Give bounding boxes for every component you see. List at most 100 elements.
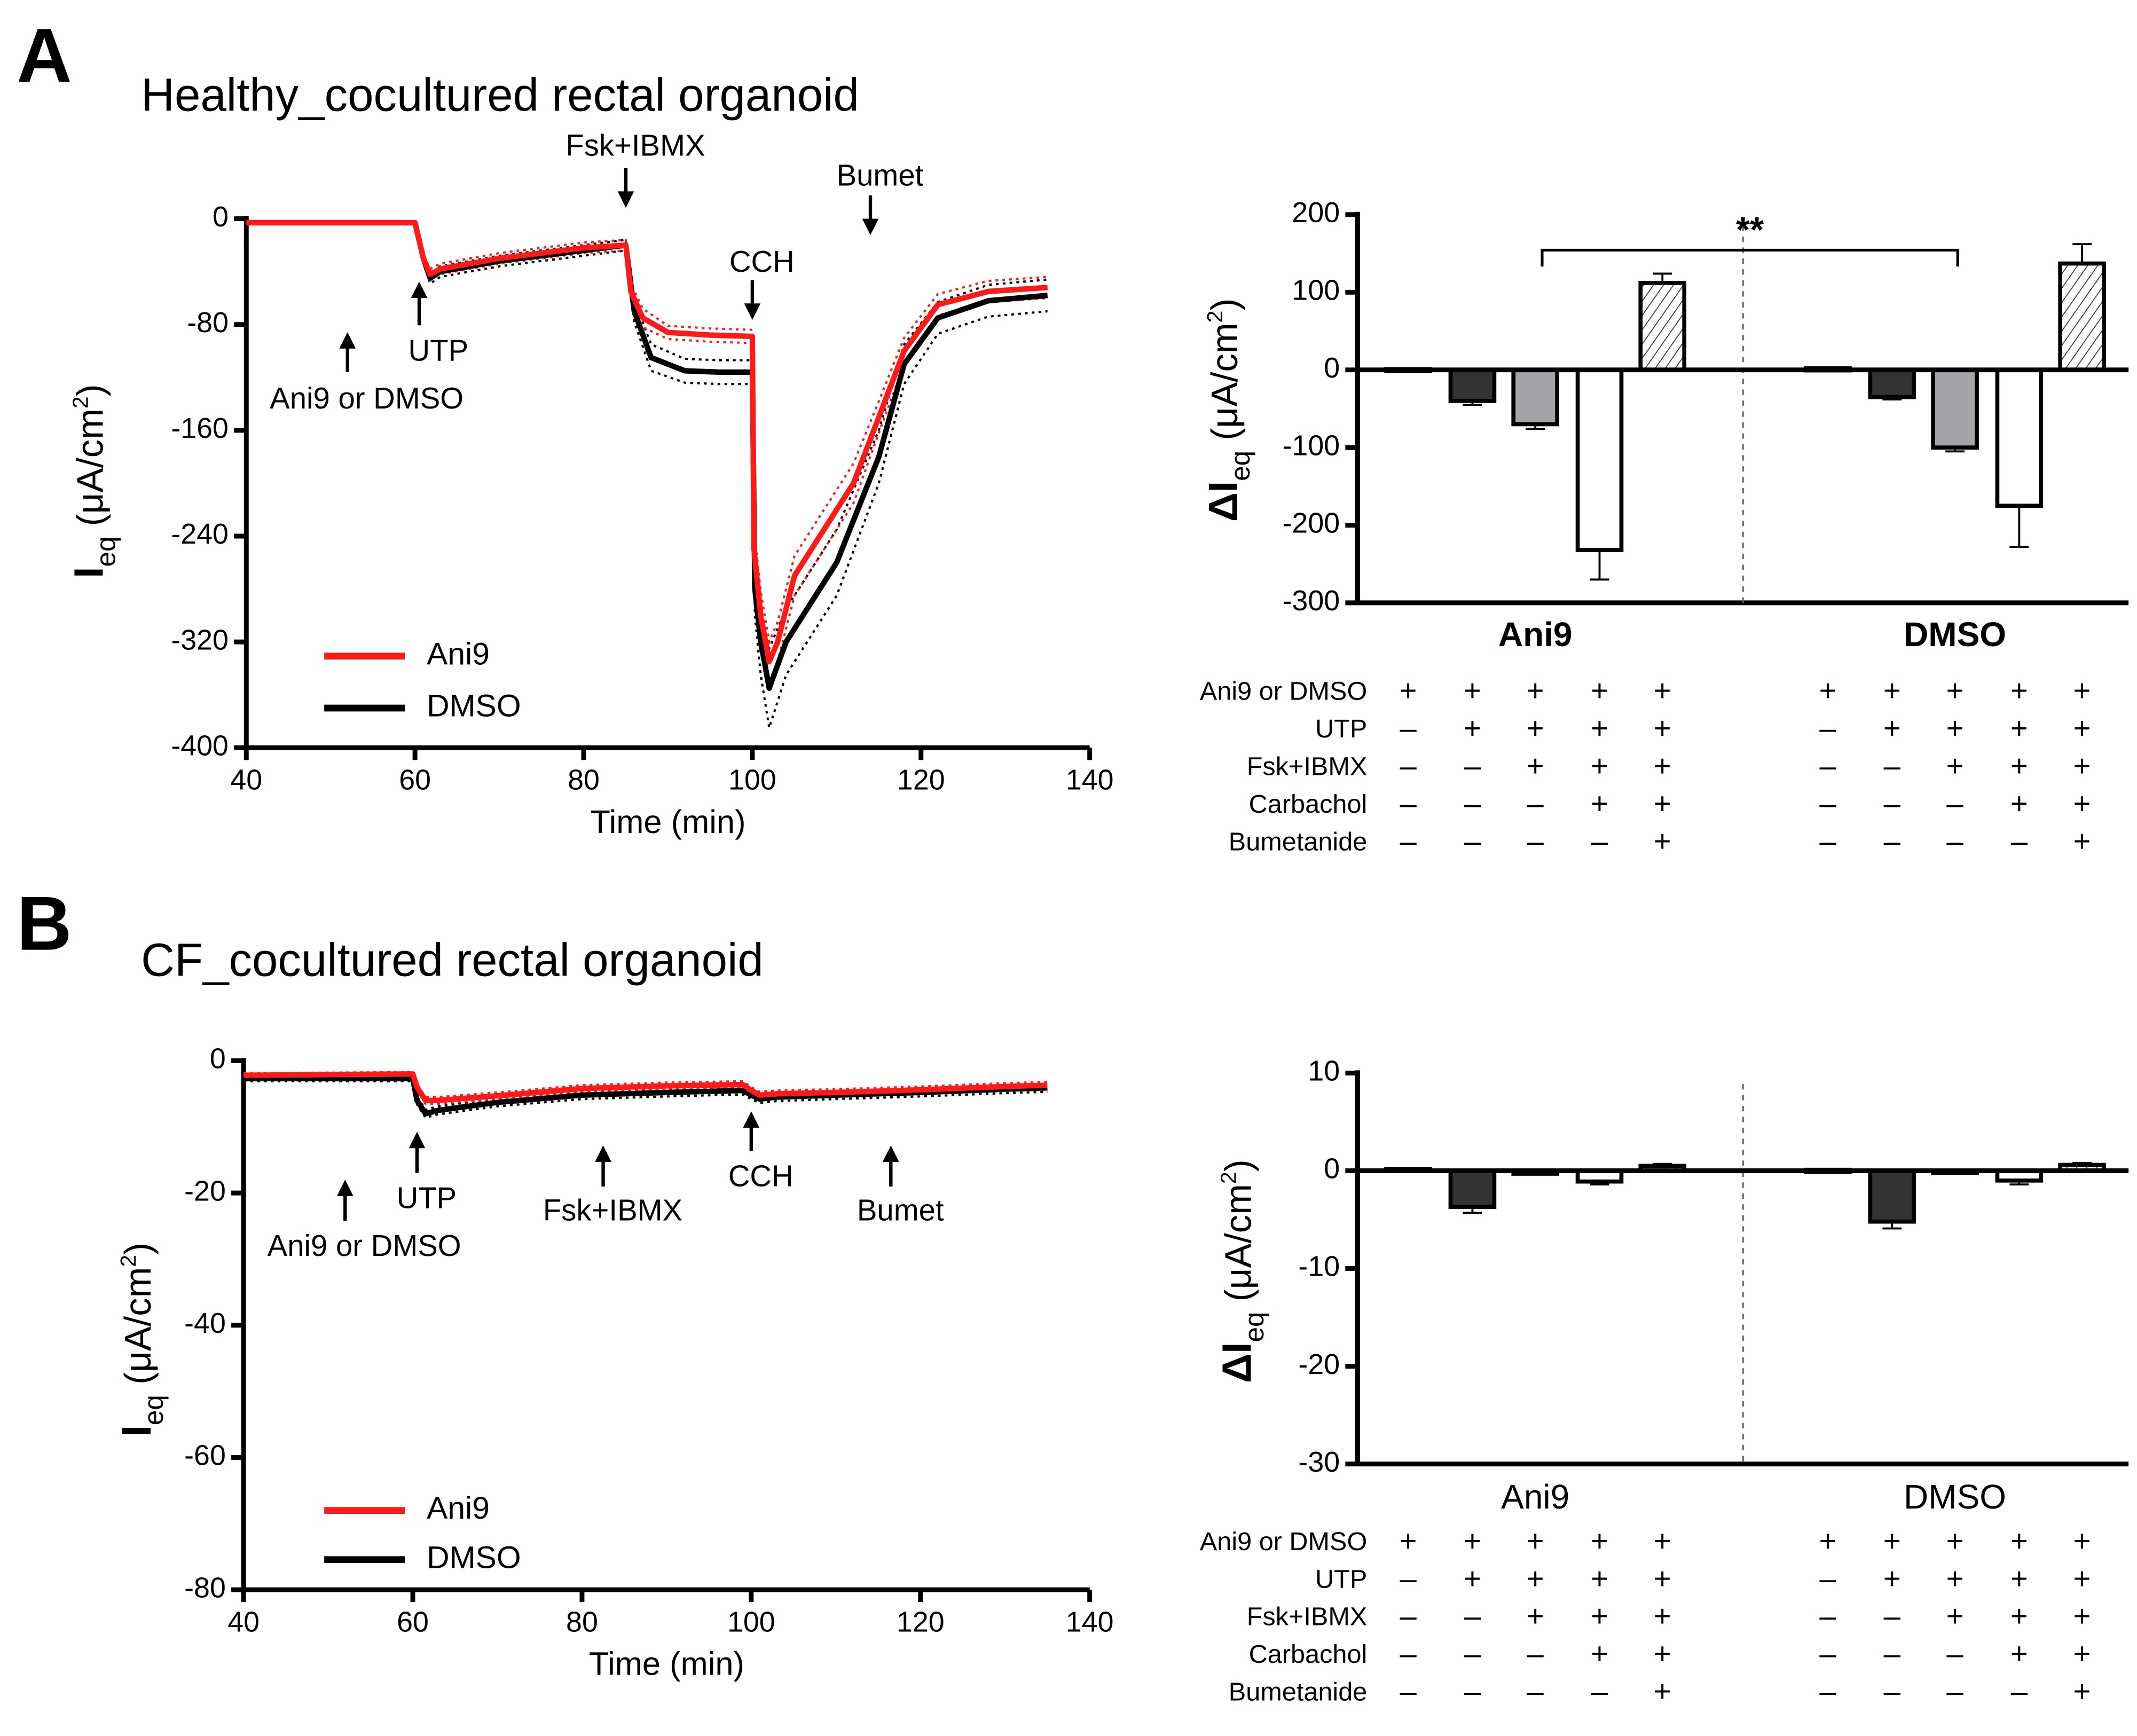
treatment-cell: + [1654,787,1671,820]
legend-label: DMSO [427,689,521,724]
treatment-cell: + [1819,674,1837,708]
treatment-cell: – [1400,824,1417,858]
treatment-cell: + [1527,711,1544,745]
treatment-cell: – [1464,749,1481,783]
treatment-cell: + [1654,1599,1671,1633]
treatment-cell: + [1591,711,1608,745]
treatment-table: Ani9 or DMSO + + + + + + + + + +UTP – + + + + – + + + +Fsk+I… [1200,674,2091,858]
y-label-part: eq [1225,451,1255,481]
treatment-cell: – [1527,787,1544,820]
treatment-row-label: Ani9 or DMSO [1200,1527,1367,1556]
treatment-row-label: Carbachol [1249,790,1368,819]
annotation-label: Ani9 or DMSO [270,381,463,415]
treatment-cell: – [1884,749,1901,783]
arrowhead-icon [617,191,634,208]
y-tick-label: -80 [187,307,229,339]
treatment-cell: + [1946,749,1964,783]
treatment-cell: + [1654,1524,1671,1558]
y-label-part: ) [1204,299,1245,311]
x-tick-label: 60 [399,764,431,796]
treatment-cell: – [2011,1675,2028,1708]
treatment-cell: + [1654,1675,1671,1708]
treatment-cell: + [1946,1599,1964,1633]
panel-b: B CF_cocultured rectal organoid 0 -20 -40 -60… [17,881,2129,1708]
y-label-part: (μA/cm [117,1267,159,1395]
y-tick-label: -60 [184,1440,226,1472]
annotation-label: Bumet [837,159,924,192]
treatment-cell: + [2073,1675,2091,1708]
y-tick-label: 0 [1324,352,1340,384]
treatment-cell: + [1654,824,1671,858]
y-tick-label: -80 [184,1572,226,1604]
y-tick-label: -10 [1298,1251,1340,1283]
y-tick-label: -20 [1298,1348,1340,1380]
y-axis-label: ΔIeq (μA/cm2) [1214,1159,1269,1383]
bar-dmso-5 [2058,261,2106,372]
treatment-cell: – [1819,749,1836,783]
y-label-part: 2 [1203,311,1227,323]
treatment-cell: – [1527,824,1544,858]
treatment-cell: + [2010,1561,2028,1595]
annotation-label: UTP [408,333,469,367]
bar-chart: 10 0 -10 -20 -30 ΔIeq (μA/cm2) Ani9 DMSO Ani9 or… [1200,1055,2129,1708]
treatment-cell: + [1464,1524,1481,1558]
significance-bracket [1541,248,1959,267]
treatment-cell: + [1946,1524,1964,1558]
annotation-label: CCH [728,1159,793,1192]
y-axis-label: Ieq (μA/cm2) [66,384,121,578]
sem-lower-ani9 [246,223,1048,686]
panel-letter: B [17,881,72,967]
treatment-cell: + [1400,1524,1417,1558]
treatment-cell: + [1400,674,1417,708]
treatment-cell: + [2073,1524,2091,1558]
annotation-label: Ani9 or DMSO [268,1229,461,1262]
treatment-cell: + [1527,1561,1544,1595]
y-tick-label: -400 [171,729,229,761]
treatment-cell: – [2011,824,2028,858]
x-tick-label: 40 [227,1606,260,1638]
y-label-part: ΔI [1200,481,1246,522]
treatment-cell: + [2073,1637,2091,1670]
treatment-cell: + [1464,674,1481,708]
y-tick-label: -320 [171,624,229,656]
y-axis-label-text: ΔIeq (μA/cm2) [1200,299,1255,522]
treatment-cell: – [1400,1599,1417,1633]
treatment-cell: – [1591,1675,1608,1708]
bar-dmso-3 [1931,367,1979,450]
treatment-cell: + [1946,1561,1964,1595]
treatment-cell: + [2010,711,2028,745]
y-label-part: I [66,567,112,578]
treatment-cell: + [2073,711,2091,745]
treatment-cell: + [1654,1561,1671,1595]
treatment-cell: + [2010,787,2028,820]
treatment-cell: – [1819,787,1836,820]
treatment-cell: + [1819,1524,1837,1558]
treatment-cell: + [1654,674,1671,708]
series-line-dmso [246,219,1048,691]
treatment-cell: – [1884,824,1901,858]
treatment-cell: – [1819,1637,1836,1670]
x-tick-label: 100 [727,1606,775,1638]
annotation-label: Fsk+IBMX [543,1193,682,1227]
y-axis-label-text: Ieq (μA/cm2) [66,384,121,578]
x-tick-label: 80 [568,764,600,796]
treatment-cell: – [1884,787,1901,820]
treatment-cell: – [1400,1561,1417,1595]
annotation-label: Fsk+IBMX [565,128,705,162]
arrowhead-icon [744,303,761,320]
arrowhead-icon [336,1180,353,1196]
treatment-row-label: Fsk+IBMX [1247,1603,1368,1631]
treatment-cell: + [1591,1524,1608,1558]
y-axis-label: Ieq (μA/cm2) [114,1243,169,1437]
group-label: Ani9 [1501,1478,1569,1516]
treatment-cell: + [1464,1561,1481,1595]
sem-lower-dmso [246,223,1048,728]
treatment-cell: – [1884,1637,1901,1670]
panel-title: CF_cocultured rectal organoid [141,934,764,986]
significance-label: ** [1736,210,1764,250]
bar-dmso-4 [1995,367,2044,508]
treatment-cell: + [1527,749,1544,783]
treatment-cell: + [1654,711,1671,745]
